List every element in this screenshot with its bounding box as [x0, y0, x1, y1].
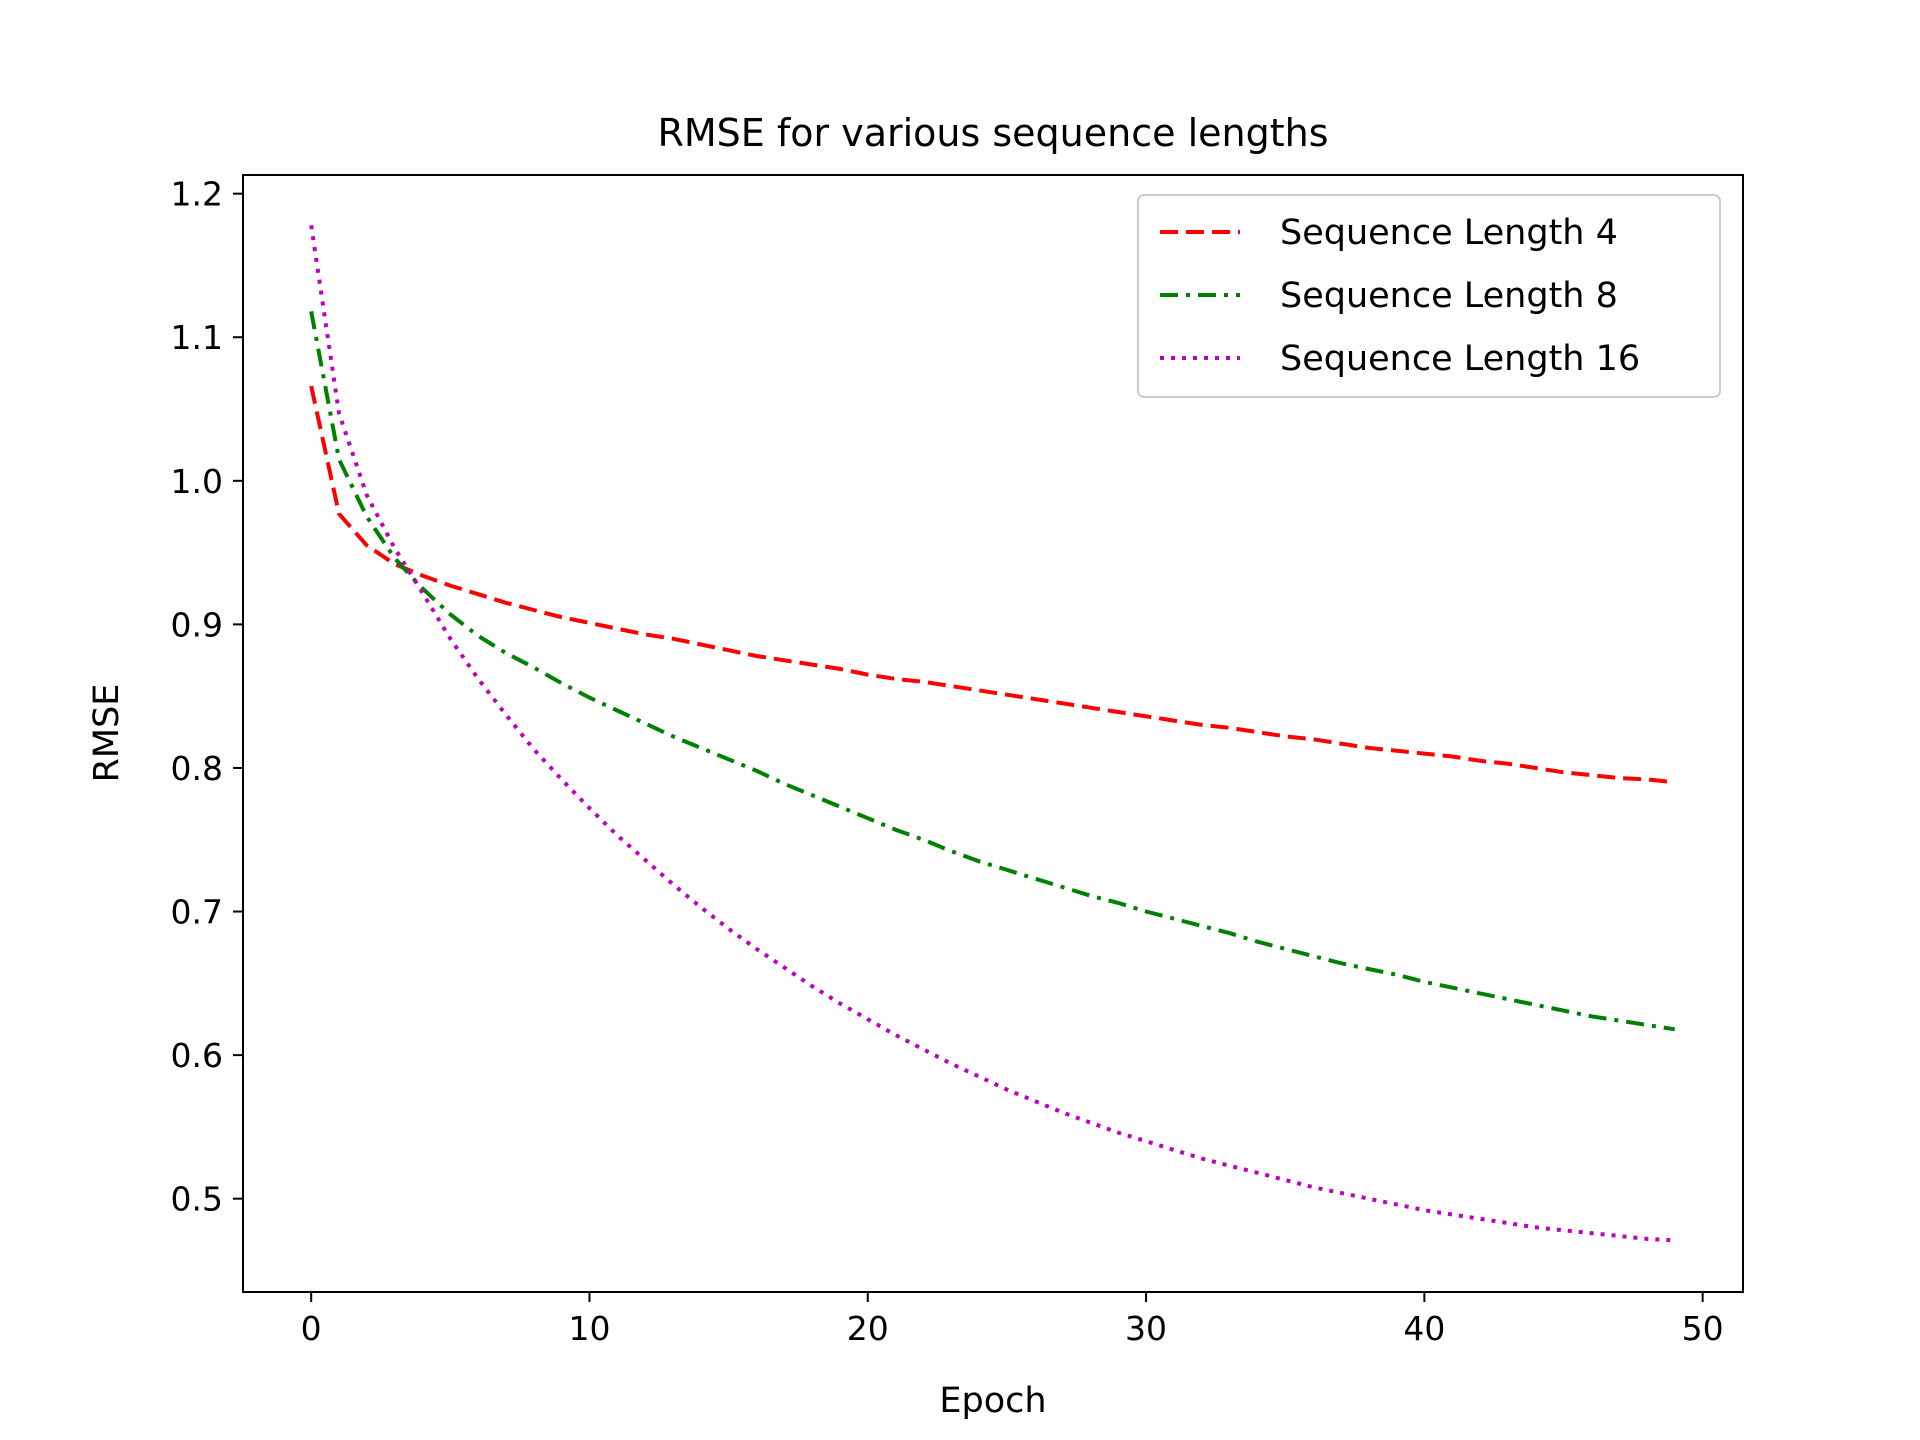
legend: Sequence Length 4 Sequence Length 8 Sequen…	[1137, 194, 1721, 398]
x-tick-label: 20	[847, 1309, 889, 1348]
x-tick-label: 50	[1682, 1309, 1724, 1348]
y-tick-label: 0.7	[171, 893, 223, 932]
y-axis-ticks: 0.5 0.6 0.7 0.8 0.9 1.0 1.1 1.2	[171, 175, 243, 1219]
x-axis-ticks: 0 10 20 30 40 50	[301, 1292, 1724, 1348]
x-tick-label: 30	[1125, 1309, 1167, 1348]
x-tick-label: 10	[568, 1309, 610, 1348]
y-tick-label: 0.8	[171, 749, 223, 788]
chart-title: RMSE for various sequence lengths	[657, 111, 1328, 155]
legend-label: Sequence Length 4	[1280, 213, 1618, 253]
y-tick-label: 1.1	[171, 318, 223, 357]
y-tick-label: 1.2	[171, 175, 223, 214]
axes-frame	[242, 174, 1744, 1293]
x-axis-label: Epoch	[939, 1381, 1046, 1421]
plot-area	[309, 225, 1676, 1243]
y-tick-label: 0.5	[171, 1180, 223, 1219]
legend-frame	[1137, 194, 1721, 398]
x-tick-label: 40	[1403, 1309, 1445, 1348]
x-tick-label: 0	[301, 1309, 322, 1348]
y-tick-label: 0.6	[171, 1036, 223, 1075]
y-tick-label: 1.0	[171, 462, 223, 501]
y-tick-label: 0.9	[171, 605, 223, 644]
legend-label: Sequence Length 16	[1280, 339, 1640, 379]
series-line-1	[309, 385, 1676, 785]
series-line-2	[309, 311, 1676, 1032]
legend-label: Sequence Length 8	[1280, 276, 1618, 316]
y-axis-label: RMSE	[87, 684, 127, 783]
